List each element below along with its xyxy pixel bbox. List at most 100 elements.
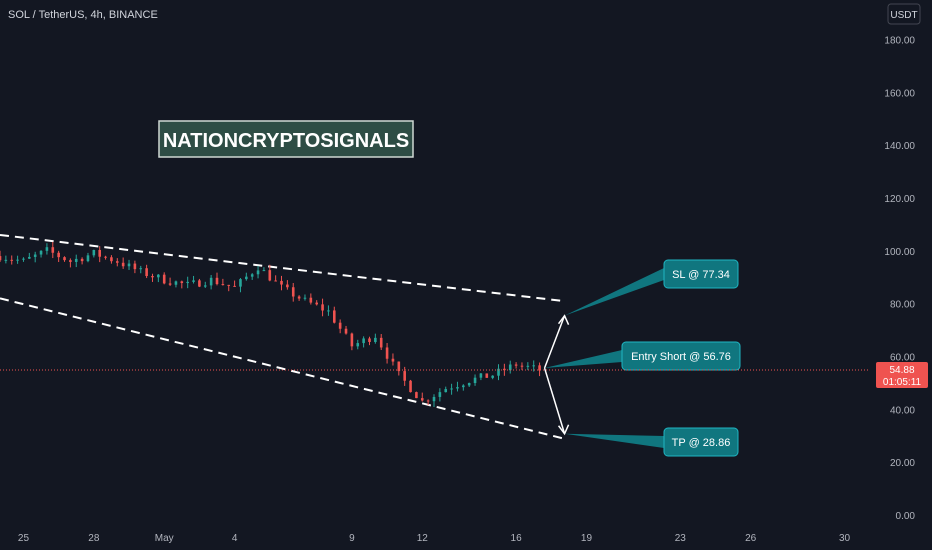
candle-body xyxy=(503,368,506,371)
candle-body xyxy=(168,283,172,285)
candle-body xyxy=(80,258,84,262)
symbol-title[interactable]: SOL / TetherUS, 4h, BINANCE xyxy=(8,9,158,21)
candle-body xyxy=(379,337,383,348)
candle-body xyxy=(491,375,494,378)
sl-arrow-head xyxy=(557,314,570,325)
candle-body xyxy=(286,284,289,288)
x-tick-label: 12 xyxy=(417,533,429,544)
candle-body xyxy=(415,392,418,399)
price-tag-value: 54.88 xyxy=(889,365,914,376)
tp-callout-box xyxy=(663,427,739,457)
candle-body xyxy=(33,254,37,257)
candle-body xyxy=(280,280,283,285)
candle-body xyxy=(104,256,107,258)
y-tick-label: 0.00 xyxy=(896,511,916,522)
candle-body xyxy=(526,365,530,367)
tp-callout-tail xyxy=(564,433,664,448)
candle-body xyxy=(227,284,231,286)
candle-body xyxy=(309,297,313,303)
projection-arrows xyxy=(543,314,570,436)
candle-body xyxy=(45,247,49,251)
candle-body xyxy=(356,343,360,347)
candles xyxy=(0,241,541,407)
price-tag-countdown: 01:05:11 xyxy=(883,377,922,388)
y-tick-label: 120.00 xyxy=(884,194,915,205)
candle-body xyxy=(39,250,43,255)
candle-body xyxy=(350,333,354,347)
candle-body xyxy=(485,373,489,378)
candle-body xyxy=(215,277,219,285)
candle-body xyxy=(291,287,295,297)
x-tick-label: May xyxy=(155,533,174,544)
candle-body xyxy=(16,259,19,261)
candle-body xyxy=(180,281,184,284)
candle-body xyxy=(532,365,536,367)
candle-body xyxy=(374,337,377,342)
candle-body xyxy=(268,270,272,281)
x-tick-label: 19 xyxy=(581,533,593,544)
currency-badge[interactable] xyxy=(887,3,921,25)
candle-body xyxy=(98,249,102,257)
candle-body xyxy=(233,285,236,287)
candle-body xyxy=(362,338,365,344)
candle-body xyxy=(456,387,459,389)
candle-body xyxy=(115,261,119,263)
candle-body xyxy=(22,258,25,260)
candle-body xyxy=(4,259,8,261)
candle-body xyxy=(479,373,483,378)
x-tick-label: 4 xyxy=(232,533,238,544)
x-tick-label: 30 xyxy=(839,533,851,544)
channel-lines xyxy=(0,233,564,440)
candle-body xyxy=(332,310,336,323)
x-tick-label: 28 xyxy=(88,533,100,544)
x-tick-label: 16 xyxy=(511,533,523,544)
candle-body xyxy=(239,279,242,287)
tp-arrow-head xyxy=(557,424,570,436)
price-tag xyxy=(876,362,928,388)
candle-body xyxy=(127,263,131,267)
candle-body xyxy=(221,284,225,286)
candle-body xyxy=(344,328,348,334)
candle-body xyxy=(139,268,143,270)
price-axis[interactable]: 0.00 20.00 40.00 60.00 80.00 100.00 120.00 140.… xyxy=(884,35,915,522)
candle-body xyxy=(121,262,125,267)
entry-callout-text: Entry Short @ 56.76 xyxy=(631,351,731,363)
candle-body xyxy=(63,257,66,261)
candle-body xyxy=(385,347,389,359)
x-tick-label: 26 xyxy=(745,533,757,544)
currency-label: USDT xyxy=(890,10,917,21)
candle-body xyxy=(57,252,60,258)
sl-callout-tail xyxy=(564,268,664,316)
candle-body xyxy=(338,322,342,329)
entry-callout-tail xyxy=(544,350,622,369)
channel-lower-line xyxy=(0,297,564,440)
candle-body xyxy=(438,392,442,397)
watermark-text: NATIONCRYPTOSIGNALS xyxy=(163,130,409,152)
candle-body xyxy=(432,396,436,402)
candle-body xyxy=(209,277,213,286)
y-tick-label: 60.00 xyxy=(890,352,915,363)
sl-callout-box xyxy=(663,259,739,289)
candle-body xyxy=(10,259,14,261)
candle-body xyxy=(409,380,412,393)
time-axis[interactable]: 25 28 May 4 9 12 16 19 23 26 30 xyxy=(18,533,851,544)
candle-body xyxy=(28,256,31,259)
candle-body xyxy=(450,388,453,390)
y-tick-label: 80.00 xyxy=(890,300,915,311)
candle-body xyxy=(203,285,207,287)
candle-body xyxy=(198,280,201,287)
candle-body xyxy=(426,400,430,402)
x-tick-label: 9 xyxy=(349,533,355,544)
candle-body xyxy=(86,255,90,262)
candle-body xyxy=(69,260,72,262)
candle-body xyxy=(262,270,266,272)
y-tick-label: 140.00 xyxy=(884,141,915,152)
candle-body xyxy=(473,377,477,384)
candle-body xyxy=(538,365,541,371)
candle-body xyxy=(368,338,371,342)
candle-body xyxy=(162,274,166,284)
candle-body xyxy=(467,383,471,386)
y-tick-label: 180.00 xyxy=(884,35,915,46)
